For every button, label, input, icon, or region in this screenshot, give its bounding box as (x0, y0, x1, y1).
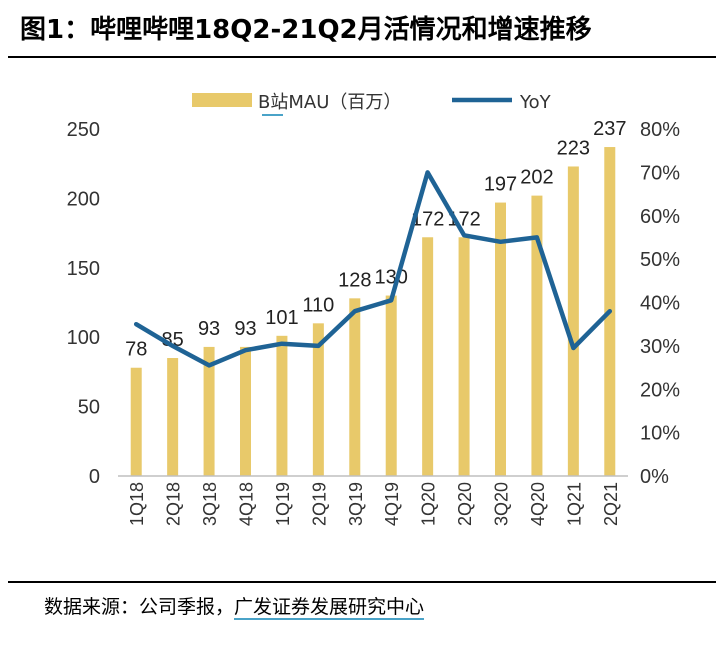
x-tick-label: 1Q21 (564, 482, 584, 526)
y-right-tick-label: 50% (640, 249, 680, 271)
yoy-line (133, 170, 613, 368)
mau-bar (495, 202, 506, 476)
mau-data-label: 93 (198, 318, 220, 340)
x-tick-label: 4Q19 (382, 482, 402, 526)
title-divider (8, 56, 716, 58)
source-prefix: 数据来源：公司季报， (44, 596, 235, 618)
mau-data-label: 128 (338, 269, 371, 291)
mau-data-label: 85 (162, 329, 184, 351)
legend-label-mau: B站MAU（百万） (258, 92, 401, 113)
mau-bar (276, 335, 288, 476)
y-left-tick-label: 150 (67, 258, 100, 280)
legend-label-yoy: YoY (519, 92, 552, 113)
x-tick-label: 4Q18 (237, 482, 257, 526)
mau-data-label: 78 (125, 339, 147, 361)
y-left-tick-label: 200 (67, 188, 100, 210)
y-right-tick-label: 30% (640, 336, 680, 358)
x-tick-label: 1Q18 (127, 482, 147, 526)
x-tick-label: 2Q18 (164, 482, 184, 526)
mau-data-label: 172 (411, 208, 444, 230)
mau-bar (422, 237, 434, 476)
x-tick-label: 2Q19 (309, 482, 329, 526)
x-tick-label: 1Q20 (419, 482, 439, 526)
mau-bar (240, 346, 251, 476)
mau-bar (203, 346, 215, 476)
x-tick-label: 3Q19 (346, 482, 366, 526)
mau-bar (567, 166, 579, 476)
y-left-tick-label: 50 (78, 397, 100, 419)
mau-data-label: 202 (520, 167, 553, 189)
mau-bar (531, 195, 543, 476)
mau-bar (312, 323, 324, 476)
source-note: 数据来源：公司季报，广发证券发展研究中心 (44, 592, 425, 620)
legend-swatch-mau (192, 93, 252, 107)
mau-bar (349, 298, 361, 476)
mau-bar (385, 295, 397, 476)
mau-data-label: 223 (557, 137, 590, 159)
y-right-tick-label: 0% (640, 466, 669, 488)
y-right-tick-label: 70% (640, 162, 680, 184)
y-right-tick-label: 10% (640, 423, 680, 445)
mau-data-label: 93 (234, 318, 256, 340)
y-right-tick-label: 40% (640, 293, 680, 315)
source-company: 广发证券发展研究中心 (234, 596, 425, 620)
source-divider (8, 581, 716, 583)
mau-bar (167, 358, 179, 476)
mau-data-label: 130 (375, 267, 408, 289)
x-tick-label: 4Q20 (528, 482, 548, 526)
y-left-tick-label: 0 (89, 466, 100, 488)
y-left-tick-label: 250 (67, 119, 100, 141)
y-right-tick-label: 20% (640, 379, 680, 401)
mau-data-label: 197 (484, 174, 517, 196)
mau-bar (130, 367, 142, 476)
x-tick-label: 3Q18 (200, 482, 220, 526)
mau-yoy-chart: 0 50 100 150 200 250 0% 10% 20% 30% 40% 50% 60% 70% 80… (67, 92, 681, 526)
y-right-tick-label: 80% (640, 119, 680, 141)
x-tick-label: 2Q21 (601, 482, 621, 526)
mau-data-label: 110 (302, 294, 334, 316)
mau-bar (458, 237, 470, 476)
x-tick-label: 3Q20 (492, 482, 512, 526)
y-left-tick-label: 100 (67, 327, 100, 349)
mau-data-label: 101 (265, 307, 298, 329)
x-tick-label: 2Q20 (455, 482, 475, 526)
x-tick-label: 1Q19 (273, 482, 293, 526)
figure-title: 图1：哔哩哔哩18Q2-21Q2月活情况和增速推移 (20, 15, 592, 45)
mau-data-label: 237 (593, 118, 626, 140)
y-right-tick-label: 60% (640, 206, 680, 228)
